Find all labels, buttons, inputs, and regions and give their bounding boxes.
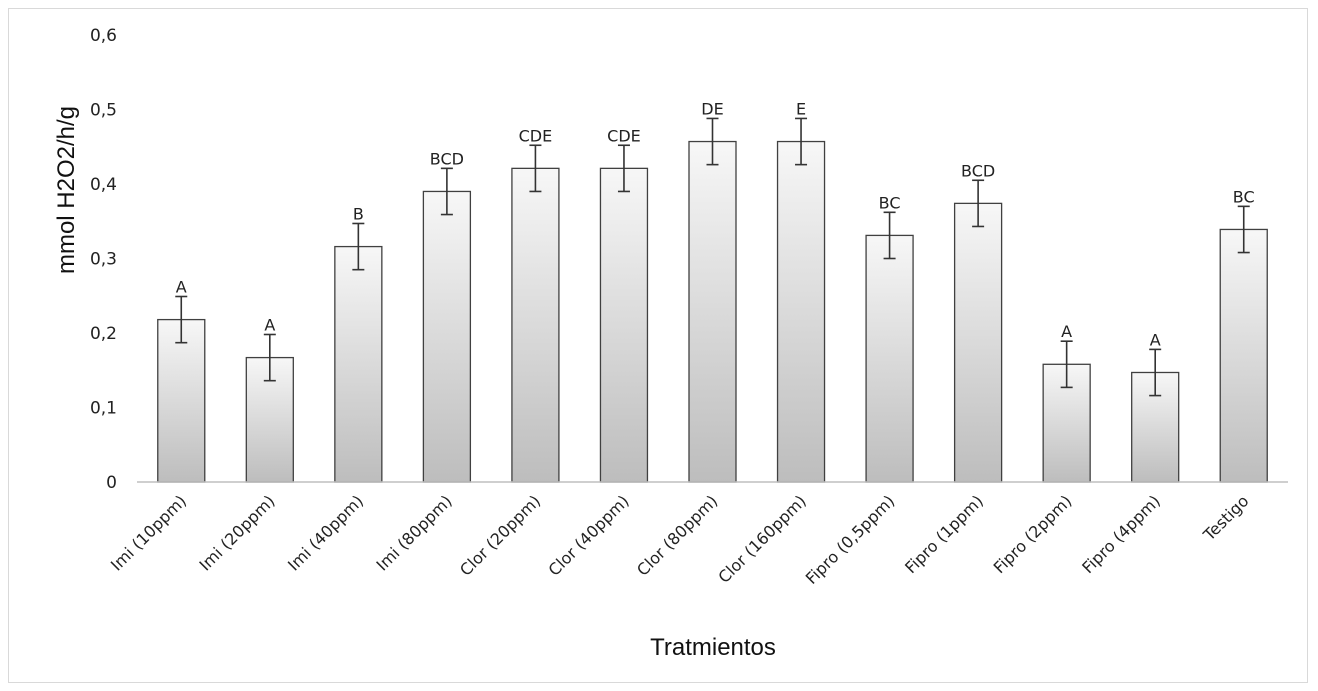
significance-letter: A <box>264 315 275 334</box>
chart-frame <box>8 8 1308 683</box>
x-tick-label: Testigo <box>1199 491 1253 545</box>
x-axis-categories: Imi (10ppm) Imi (20ppm) Imi (40ppm) Imi (80… <box>107 491 1253 588</box>
bar <box>599 167 649 483</box>
x-axis-title: Tratmientos <box>650 634 776 661</box>
y-axis-title: mmol H2O2/h/g <box>53 106 80 274</box>
x-tick-label: Imi (10ppm) <box>107 491 190 574</box>
bar <box>953 202 1003 483</box>
significance-letter: A <box>176 277 187 296</box>
x-tick-label: Clor (160ppm) <box>714 491 809 586</box>
x-tick-label: Clor (80ppm) <box>633 491 721 579</box>
y-tick-label: 0,4 <box>90 175 117 195</box>
x-tick-label: Fipro (4ppm) <box>1078 491 1164 577</box>
significance-letter: E <box>796 99 806 118</box>
x-tick-label: Imi (40ppm) <box>284 491 367 574</box>
y-axis-ticks: 0 0,1 0,2 0,3 0,4 0,5 0,6 <box>90 26 117 493</box>
bar <box>1219 228 1268 483</box>
y-tick-label: 0,5 <box>90 101 117 121</box>
x-tick-label: Fipro (1ppm) <box>901 491 987 577</box>
bar <box>776 140 826 483</box>
bars: A A B BCD CDE CDE DE E BC BCD A A BC <box>157 99 1268 483</box>
x-tick-label: Clor (40ppm) <box>545 491 633 579</box>
x-tick-label: Fipro (2ppm) <box>990 491 1076 577</box>
significance-letter: BCD <box>430 149 464 168</box>
significance-letter: DE <box>701 99 723 118</box>
bar <box>865 234 914 483</box>
y-tick-label: 0,3 <box>90 250 117 270</box>
bar <box>511 167 560 483</box>
significance-letter: A <box>1150 330 1161 349</box>
significance-letter: BCD <box>961 161 995 180</box>
significance-letter: A <box>1061 322 1072 341</box>
bar <box>157 318 206 483</box>
bar <box>334 245 383 483</box>
significance-letter: B <box>353 204 364 223</box>
significance-letter: CDE <box>607 126 641 145</box>
significance-letter: BC <box>1233 187 1255 206</box>
bar <box>422 190 472 483</box>
x-tick-label: Fipro (0,5ppm) <box>802 491 899 588</box>
x-tick-label: Imi (20ppm) <box>195 491 278 574</box>
y-tick-label: 0,6 <box>90 26 117 46</box>
x-tick-label: Clor (20ppm) <box>456 491 544 579</box>
significance-letter: BC <box>879 193 901 212</box>
y-tick-label: 0 <box>106 473 117 493</box>
bar <box>688 140 737 483</box>
y-tick-label: 0,1 <box>90 399 117 419</box>
y-tick-label: 0,2 <box>90 324 117 344</box>
x-tick-label: Imi (80ppm) <box>373 491 456 574</box>
significance-letter: CDE <box>519 126 553 145</box>
